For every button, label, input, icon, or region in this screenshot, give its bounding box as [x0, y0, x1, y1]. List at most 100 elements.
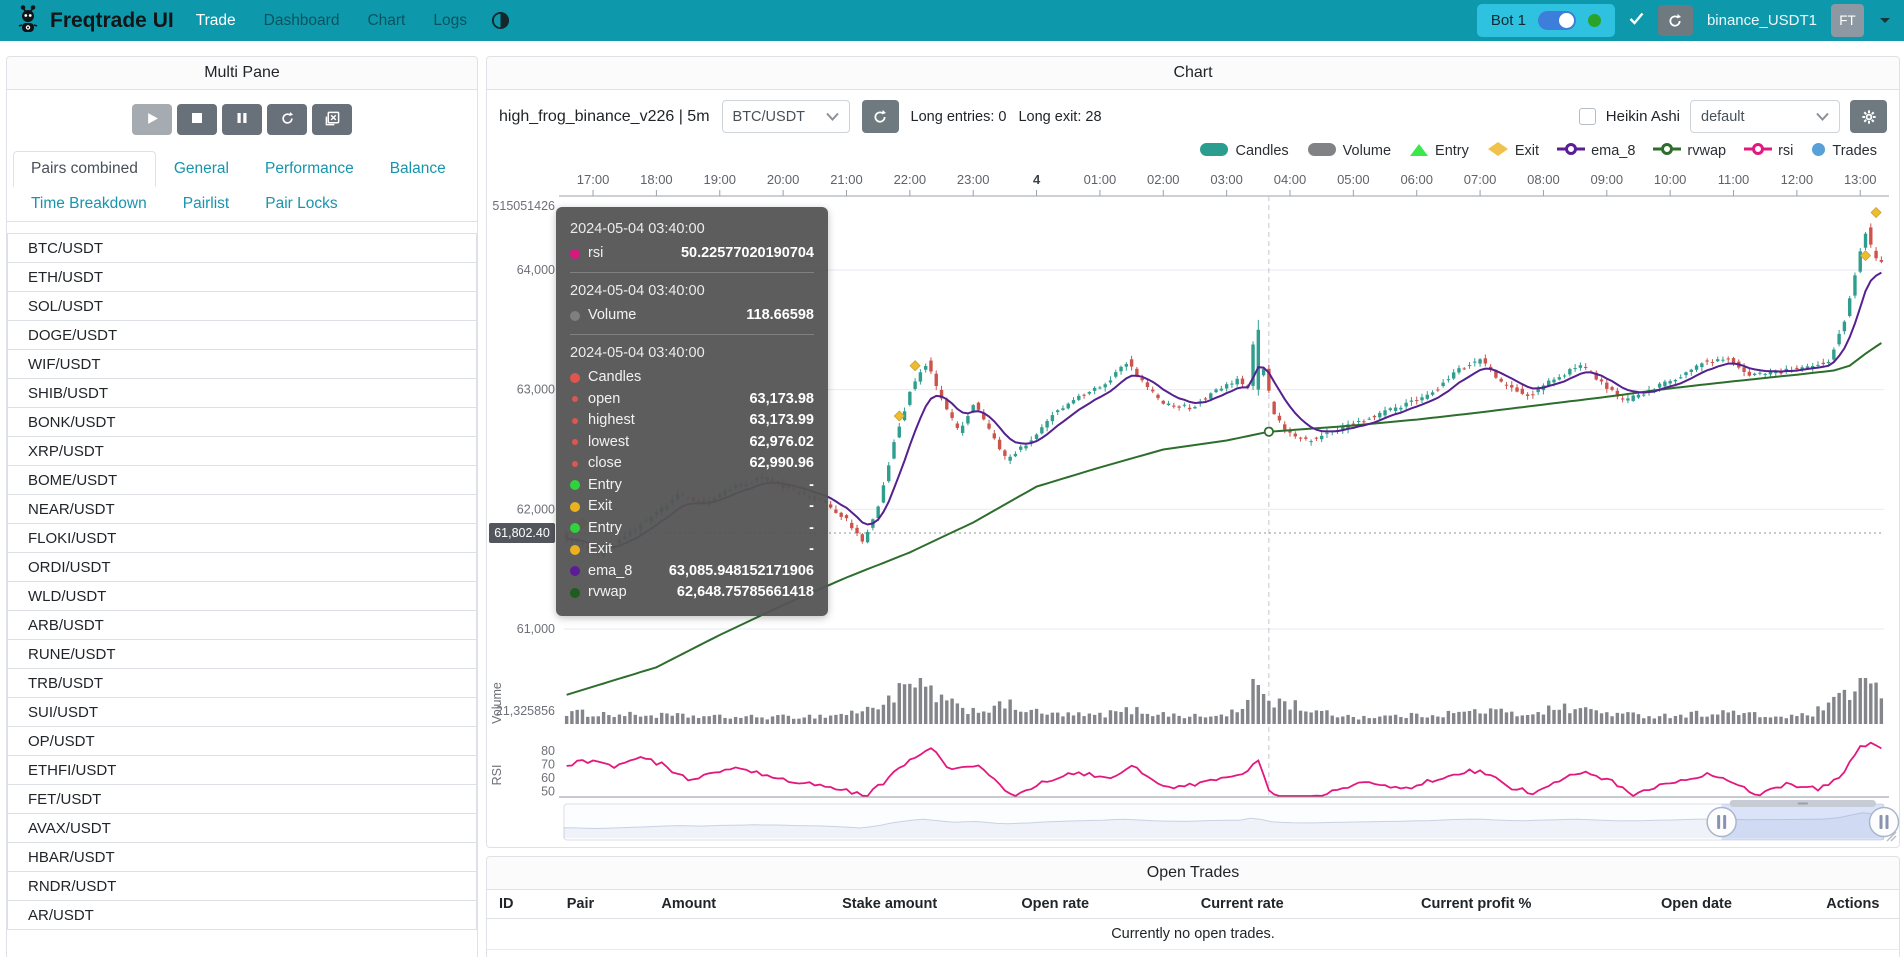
- pair-list-item[interactable]: DOGE/USDT: [7, 320, 477, 350]
- tab-general[interactable]: General: [156, 151, 247, 187]
- bot-label: Bot 1: [1491, 12, 1526, 29]
- app-brand: Freqtrade UI: [50, 9, 174, 33]
- nav-link-chart[interactable]: Chart: [367, 12, 405, 30]
- tab-performance[interactable]: Performance: [247, 151, 372, 187]
- column-header-open-rate: Open rate: [1009, 890, 1188, 919]
- bot-enable-toggle[interactable]: [1538, 11, 1576, 30]
- stop-bot-button[interactable]: [177, 104, 217, 135]
- svg-text:02:00: 02:00: [1147, 172, 1180, 187]
- svg-text:RSI: RSI: [490, 765, 504, 786]
- exit-series-dot-icon: [570, 545, 580, 555]
- legend-candles-swatch-icon: [1199, 142, 1229, 161]
- chart-refresh-button[interactable]: [862, 100, 899, 133]
- tab-pairlist[interactable]: Pairlist: [165, 186, 248, 222]
- datazoom-right-handle[interactable]: [1870, 808, 1899, 837]
- user-menu-caret-icon[interactable]: [1880, 18, 1890, 23]
- pair-list-item[interactable]: ETHFI/USDT: [7, 755, 477, 785]
- pair-list-item[interactable]: XRP/USDT: [7, 436, 477, 466]
- datazoom-left-handle[interactable]: [1707, 808, 1736, 837]
- pair-list-item[interactable]: FLOKI/USDT: [7, 523, 477, 553]
- pair-list-item[interactable]: FET/USDT: [7, 784, 477, 814]
- refresh-bot-button[interactable]: [267, 104, 307, 135]
- axis-pointer-price-badge: 61,802.40: [489, 523, 555, 543]
- legend-label: rvwap: [1687, 143, 1726, 159]
- tooltip-row-close: close 62,990.96: [570, 454, 814, 473]
- pair-list-item[interactable]: SUI/USDT: [7, 697, 477, 727]
- pair-list-item[interactable]: TRB/USDT: [7, 668, 477, 698]
- tooltip-row-entry: Entry -: [570, 476, 814, 495]
- tooltip-series-label: ema_8: [588, 562, 632, 581]
- tooltip-row-exit: Exit -: [570, 540, 814, 559]
- svg-text:01:00: 01:00: [1084, 172, 1117, 187]
- clear-chart-bot-button[interactable]: [312, 104, 352, 135]
- pair-list-item[interactable]: ARB/USDT: [7, 610, 477, 640]
- pair-list-item[interactable]: SOL/USDT: [7, 291, 477, 321]
- legend-item-exit[interactable]: Exit: [1487, 141, 1539, 161]
- pair-list-item[interactable]: AR/USDT: [7, 900, 477, 930]
- column-header-open-date: Open date: [1649, 890, 1814, 919]
- tooltip-series-value: 50.22577020190704: [681, 244, 814, 263]
- pause-bot-button[interactable]: [222, 104, 262, 135]
- clear-chart-icon: [325, 111, 340, 129]
- refresh-icon: [280, 111, 295, 129]
- chevron-down-icon: [826, 112, 839, 121]
- refresh-button[interactable]: [1658, 5, 1693, 36]
- pair-list-item[interactable]: ETH/USDT: [7, 262, 477, 292]
- legend-item-candles[interactable]: Candles: [1199, 142, 1288, 161]
- candlestick-chart[interactable]: 64,00063,00062,00061,00051505142617:0018…: [487, 163, 1899, 847]
- pair-list-item[interactable]: WIF/USDT: [7, 349, 477, 379]
- legend-item-volume[interactable]: Volume: [1307, 142, 1391, 161]
- tooltip-row-candles: Candles: [570, 368, 814, 387]
- legend-item-rsi[interactable]: rsi: [1744, 142, 1793, 160]
- bot-control-buttons: [7, 90, 477, 147]
- legend-item-rvwap[interactable]: rvwap: [1653, 142, 1726, 160]
- pair-select[interactable]: BTC/USDT: [722, 100, 850, 133]
- nav-link-trade[interactable]: Trade: [196, 12, 236, 30]
- pair-list-item[interactable]: AVAX/USDT: [7, 813, 477, 843]
- legend-item-trades[interactable]: Trades: [1811, 142, 1877, 161]
- pair-list-item[interactable]: BONK/USDT: [7, 407, 477, 437]
- pair-list-item[interactable]: OP/USDT: [7, 726, 477, 756]
- tab-pairs-combined[interactable]: Pairs combined: [13, 151, 156, 187]
- tooltip-row-rsi: rsi 50.22577020190704: [570, 244, 814, 263]
- tooltip-row-exit: Exit -: [570, 497, 814, 516]
- open-trades-title: Open Trades: [487, 857, 1899, 890]
- nav-link-logs[interactable]: Logs: [433, 12, 467, 30]
- svg-text:61,000: 61,000: [517, 622, 555, 636]
- tab-pair-locks[interactable]: Pair Locks: [247, 186, 355, 222]
- legend-rsi-swatch-icon: [1744, 142, 1772, 160]
- svg-text:04:00: 04:00: [1274, 172, 1307, 187]
- play-bot-button[interactable]: [132, 104, 172, 135]
- svg-text:62,000: 62,000: [517, 502, 555, 516]
- heikin-ashi-checkbox[interactable]: [1579, 108, 1596, 125]
- pair-list-item[interactable]: BTC/USDT: [7, 233, 477, 263]
- theme-toggle-icon[interactable]: [491, 11, 510, 30]
- pair-list-item[interactable]: SHIB/USDT: [7, 378, 477, 408]
- svg-text:80: 80: [541, 744, 555, 758]
- chart-legend: Candles Volume Entry Exit ema_8 rvwap rsi Trade…: [487, 135, 1899, 163]
- plot-config-select[interactable]: default: [1690, 100, 1840, 133]
- pair-list-item[interactable]: HBAR/USDT: [7, 842, 477, 872]
- tooltip-series-value: 62,976.02: [749, 433, 814, 452]
- pair-list-item[interactable]: ORDI/USDT: [7, 552, 477, 582]
- multi-pane-title: Multi Pane: [7, 57, 477, 90]
- pair-list-item[interactable]: BOME/USDT: [7, 465, 477, 495]
- tooltip-divider: [570, 272, 814, 273]
- pair-list-item[interactable]: RUNE/USDT: [7, 639, 477, 669]
- tab-balance[interactable]: Balance: [372, 151, 464, 187]
- tooltip-series-label: lowest: [588, 433, 629, 452]
- pair-list-item[interactable]: WLD/USDT: [7, 581, 477, 611]
- pair-list-item[interactable]: NEAR/USDT: [7, 494, 477, 524]
- legend-item-ema_8[interactable]: ema_8: [1557, 142, 1635, 160]
- legend-label: Volume: [1343, 143, 1391, 159]
- legend-label: ema_8: [1591, 143, 1635, 159]
- nav-link-dashboard[interactable]: Dashboard: [264, 12, 340, 30]
- user-avatar[interactable]: FT: [1831, 4, 1864, 37]
- plot-settings-gear-button[interactable]: [1850, 100, 1887, 133]
- tooltip-series-label: Entry: [588, 519, 622, 538]
- legend-item-entry[interactable]: Entry: [1409, 142, 1469, 161]
- highest-series-dot-icon: [572, 418, 578, 424]
- chart-tooltip: 2024-05-04 03:40:00 rsi 50.2257702019070…: [556, 207, 828, 616]
- pair-list-item[interactable]: RNDR/USDT: [7, 871, 477, 901]
- tab-time-breakdown[interactable]: Time Breakdown: [13, 186, 165, 222]
